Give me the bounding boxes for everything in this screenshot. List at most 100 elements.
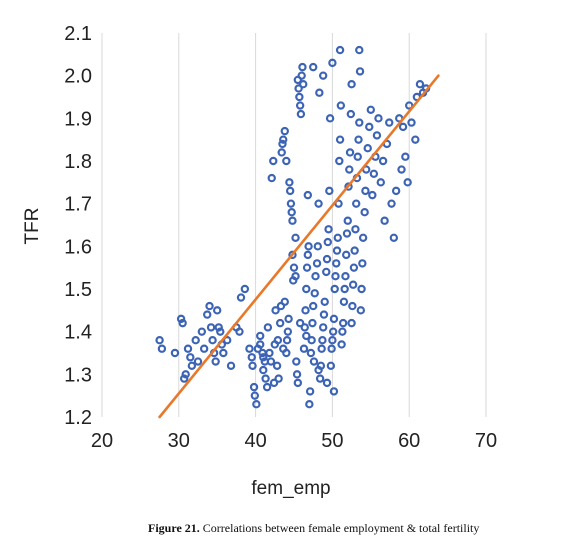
data-point (355, 67, 365, 76)
data-point (309, 357, 319, 366)
data-point (360, 207, 369, 217)
data-point (332, 259, 341, 268)
data-point (301, 306, 310, 315)
data-point (285, 178, 294, 187)
data-point (363, 143, 372, 153)
data-point (314, 365, 323, 375)
data-point (193, 357, 203, 366)
data-point (279, 344, 288, 353)
data-point (344, 182, 353, 191)
data-point (329, 387, 339, 396)
data-point (245, 344, 254, 353)
data-point (401, 152, 410, 161)
data-point (279, 135, 288, 144)
data-point (318, 71, 328, 80)
data-points (155, 45, 431, 409)
data-point (398, 122, 408, 132)
data-point (296, 109, 306, 119)
data-point (309, 62, 318, 72)
data-point (339, 297, 349, 306)
data-point (325, 186, 334, 196)
data-point (352, 199, 361, 208)
data-point (335, 45, 345, 55)
data-point (191, 336, 200, 345)
data-point (197, 327, 207, 336)
y-tick-label: 2.0 (64, 66, 92, 88)
data-point (266, 357, 276, 366)
data-point (322, 254, 332, 264)
figure-caption: Figure 21. Correlations between female e… (148, 521, 548, 536)
data-point (342, 229, 352, 238)
data-point (345, 165, 354, 174)
data-point (282, 156, 291, 166)
data-point (302, 263, 312, 272)
data-point (250, 391, 260, 400)
data-point (295, 92, 304, 102)
data-point (372, 131, 382, 140)
data-point (294, 84, 303, 93)
data-point (358, 233, 368, 242)
data-point (317, 344, 326, 353)
trendline-layer (158, 74, 440, 419)
data-point (289, 263, 299, 272)
data-point (295, 101, 305, 110)
data-point (269, 378, 279, 388)
data-point (275, 318, 285, 328)
data-point (368, 190, 377, 200)
data-point (407, 118, 416, 127)
data-point (380, 216, 389, 225)
caption-label: Figure 21. (148, 521, 200, 535)
data-point (327, 344, 336, 353)
data-point (403, 178, 412, 187)
data-point (178, 318, 187, 328)
data-point (256, 340, 265, 349)
data-point (283, 327, 293, 336)
data-point (318, 336, 327, 345)
data-point (369, 169, 379, 178)
y-tick-label: 1.2 (64, 407, 92, 429)
data-point (305, 400, 314, 409)
data-point (374, 114, 383, 123)
data-point (249, 382, 259, 392)
data-point (332, 246, 342, 255)
data-point (236, 293, 246, 302)
data-point (271, 306, 280, 315)
data-point (326, 361, 336, 370)
data-point (259, 365, 268, 375)
data-point (293, 378, 303, 388)
data-point (212, 306, 222, 315)
data-point (314, 199, 323, 208)
data-point (387, 199, 396, 208)
data-point (328, 336, 337, 345)
data-point (348, 301, 357, 311)
data-point (355, 45, 364, 55)
data-point (203, 310, 212, 319)
data-point (405, 101, 414, 110)
data-point (288, 250, 297, 260)
data-point (336, 101, 346, 110)
data-point (355, 118, 364, 127)
data-point (310, 289, 319, 298)
data-point (349, 263, 359, 272)
y-tick-label: 1.9 (64, 108, 92, 130)
x-tick-label: 70 (475, 430, 497, 452)
data-point (219, 348, 228, 358)
trendline (158, 74, 440, 419)
data-point (179, 374, 189, 383)
data-point (322, 267, 331, 277)
data-point (357, 284, 366, 294)
data-point (297, 71, 306, 80)
data-point (274, 374, 283, 383)
data-point (411, 135, 420, 144)
y-tick-label: 1.8 (64, 151, 92, 173)
data-point (235, 327, 244, 336)
data-point (397, 165, 406, 174)
data-point (347, 318, 356, 328)
data-point (353, 152, 362, 161)
data-point (325, 114, 335, 123)
data-point (222, 336, 232, 345)
data-point (385, 118, 394, 127)
data-point (311, 272, 320, 281)
data-point (247, 353, 256, 362)
data-point (261, 374, 270, 383)
